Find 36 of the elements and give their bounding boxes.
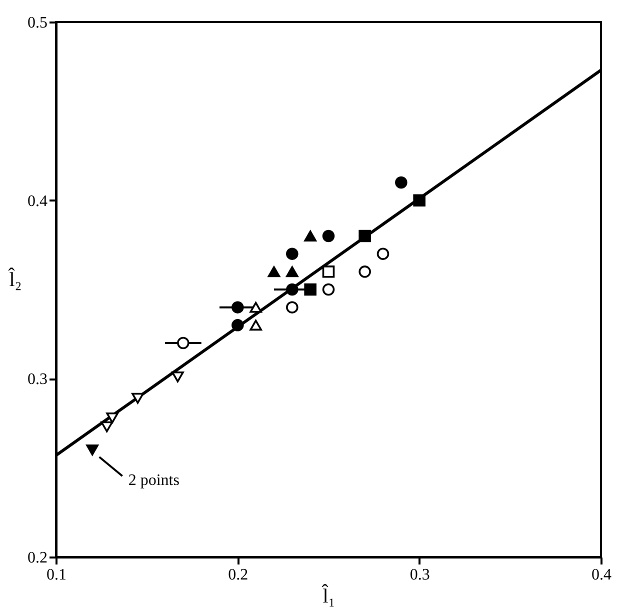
point (395, 176, 408, 189)
y-tick-label: 0.2 (28, 550, 48, 566)
point (322, 283, 335, 296)
point (304, 230, 316, 242)
y-tick-label: 0.5 (28, 14, 48, 32)
point (177, 336, 190, 350)
point (286, 248, 298, 260)
point (250, 302, 262, 313)
x-tick-label: 0.1 (46, 566, 66, 584)
point (268, 266, 280, 278)
point (232, 301, 244, 314)
point (286, 301, 298, 314)
point (376, 248, 390, 260)
y-tick-label: 0.3 (28, 371, 48, 388)
y-tick-label: 0.4 (28, 192, 48, 210)
point (358, 266, 371, 278)
x-tick-label: 0.4 (592, 566, 612, 584)
point (172, 371, 184, 382)
annotation: 2 points (128, 472, 180, 489)
point (100, 421, 114, 432)
point (358, 230, 371, 242)
point (106, 412, 118, 424)
point (322, 266, 335, 278)
x-axis-title: l̂₁ (320, 584, 336, 608)
y-axis-title: l̂₂ (7, 267, 22, 291)
point (286, 283, 298, 296)
x-tick-label: 0.3 (410, 566, 430, 584)
point (232, 319, 244, 332)
point (286, 266, 298, 278)
point (250, 320, 262, 331)
point (322, 230, 335, 242)
x-tick-label: 0.2 (228, 566, 248, 584)
point (132, 392, 144, 404)
point (413, 194, 426, 206)
point (86, 444, 98, 456)
point (304, 283, 316, 296)
